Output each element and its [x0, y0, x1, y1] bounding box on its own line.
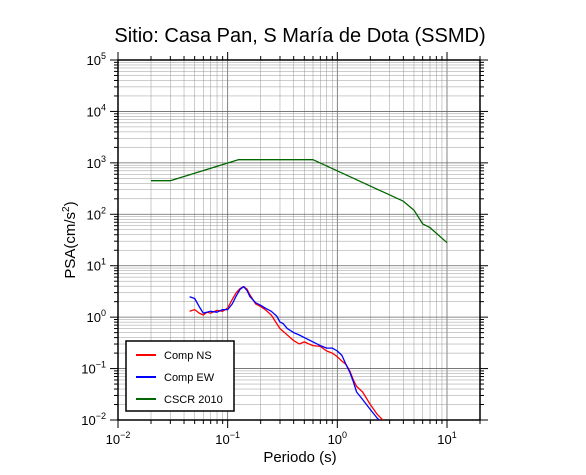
x-tick-label-exp: −2	[120, 430, 130, 440]
x-tick-label: 10−2	[106, 430, 131, 447]
y-tick-label: 105	[87, 51, 106, 68]
y-axis-label-tail: )	[62, 201, 79, 206]
x-tick-label-exp: 0	[342, 430, 347, 440]
x-tick-label: 10−1	[215, 430, 240, 447]
x-axis-label: Periodo (s)	[263, 449, 336, 466]
plot-border	[117, 59, 481, 421]
y-tick-label: 103	[87, 154, 106, 171]
x-tick-label: 100	[328, 430, 347, 447]
y-tick-label-base: 10	[87, 259, 101, 274]
y-axis-label-main: PSA(cm/s	[62, 212, 79, 279]
y-tick-label: 100	[87, 308, 106, 325]
y-tick-label-exp: 3	[101, 154, 106, 164]
series-lines	[151, 159, 448, 420]
y-tick-label-base: 10	[87, 156, 101, 171]
x-tick-label-base: 10	[328, 432, 342, 447]
y-tick-label-exp: 5	[101, 51, 106, 61]
y-tick-label-exp: 0	[101, 308, 106, 318]
y-tick-label-exp: −1	[96, 360, 106, 370]
plot-frame	[117, 59, 481, 421]
grid	[117, 59, 481, 421]
y-tick-label-base: 10	[87, 207, 101, 222]
chart-title: Sitio: Casa Pan, S María de Dota (SSMD)	[114, 25, 485, 47]
y-axis-label-sup: 2	[61, 206, 72, 212]
y-tick-label-base: 10	[87, 310, 101, 325]
axis-ticks	[110, 52, 488, 428]
x-tick-label-exp: −1	[230, 430, 240, 440]
y-tick-label-base: 10	[87, 104, 101, 119]
x-tick-label-base: 10	[437, 432, 451, 447]
y-tick-label-exp: 2	[101, 205, 106, 215]
x-tick-label-exp: 1	[452, 430, 457, 440]
y-tick-label-base: 10	[81, 362, 95, 377]
y-tick-label-base: 10	[87, 53, 101, 68]
legend-label: Comp EW	[164, 372, 215, 384]
y-axis-label: PSA(cm/s2)	[61, 201, 79, 278]
y-tick-label-exp: 4	[101, 102, 106, 112]
y-tick-label: 10−1	[81, 360, 106, 377]
y-tick-label-base: 10	[81, 413, 95, 428]
y-tick-label: 104	[87, 102, 106, 119]
series-line-comp-ew	[189, 286, 380, 420]
y-tick-label-exp: 1	[101, 257, 106, 267]
y-tick-label: 101	[87, 257, 106, 274]
y-tick-label: 10−2	[81, 411, 106, 428]
y-tick-label-exp: −2	[96, 411, 106, 421]
legend-label: CSCR 2010	[164, 394, 223, 406]
y-tick-label: 102	[87, 205, 106, 222]
x-tick-label-base: 10	[106, 432, 120, 447]
legend-label: Comp NS	[164, 350, 212, 362]
x-tick-labels: 10−2 10−1 100 101	[106, 430, 457, 447]
series-line-cscr-2010	[151, 159, 448, 244]
x-tick-label-base: 10	[215, 432, 229, 447]
x-tick-label: 101	[437, 430, 456, 447]
legend: Comp NS Comp EW CSCR 2010	[125, 340, 235, 412]
